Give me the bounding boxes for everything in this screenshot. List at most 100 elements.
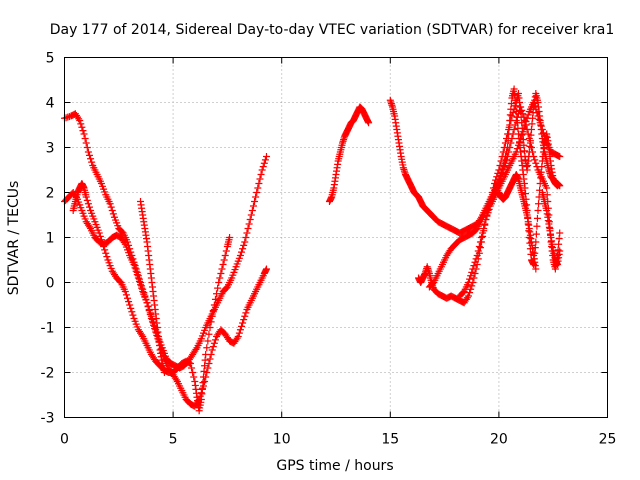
data-point — [240, 316, 248, 324]
data-point — [204, 337, 212, 345]
series-track-4 — [137, 198, 168, 376]
data-point — [509, 109, 517, 117]
data-point — [503, 156, 511, 164]
data-point — [95, 229, 103, 237]
data-point — [238, 248, 246, 256]
data-point — [100, 243, 108, 250]
data-point — [485, 205, 493, 213]
data-point — [472, 255, 480, 263]
data-point — [513, 113, 521, 121]
data-point — [535, 115, 543, 123]
data-point — [512, 148, 520, 156]
x-tick-label: 15 — [381, 432, 399, 448]
data-point — [473, 252, 481, 259]
plot-frame — [64, 57, 608, 418]
data-point — [470, 262, 478, 270]
data-point — [533, 163, 541, 171]
data-point — [210, 301, 218, 309]
data-point — [246, 216, 254, 223]
data-point — [468, 282, 476, 290]
data-point — [484, 209, 492, 217]
series-track-9 — [456, 99, 564, 300]
data-point — [500, 163, 508, 171]
data-point — [239, 245, 247, 253]
data-point — [222, 247, 230, 255]
data-point — [510, 126, 518, 133]
data-point — [466, 289, 474, 297]
data-point — [82, 139, 90, 147]
data-points — [61, 85, 564, 415]
data-point — [517, 103, 525, 111]
data-point — [80, 130, 88, 138]
data-point — [226, 234, 234, 241]
data-point — [496, 162, 504, 169]
y-tick-label: -1 — [41, 321, 55, 337]
data-point — [464, 292, 472, 300]
data-point — [520, 124, 528, 132]
data-point — [514, 141, 522, 149]
data-point — [520, 113, 528, 121]
data-point — [82, 193, 90, 201]
data-point — [533, 109, 541, 117]
data-point — [125, 298, 133, 306]
data-point — [120, 239, 128, 247]
data-point — [208, 346, 216, 354]
x-tick-label: 20 — [490, 432, 508, 448]
data-point — [527, 144, 535, 151]
data-point — [220, 256, 228, 264]
data-point — [236, 252, 244, 259]
data-point — [209, 343, 217, 351]
x-tick-label: 10 — [273, 432, 291, 448]
data-point — [81, 135, 89, 142]
data-point — [192, 345, 200, 353]
series-track-10 — [495, 171, 540, 273]
data-point — [256, 175, 264, 183]
data-point — [511, 121, 519, 129]
data-point — [233, 334, 241, 342]
data-point — [529, 148, 537, 156]
data-point — [525, 135, 533, 142]
data-point — [510, 105, 518, 113]
data-point — [190, 373, 198, 381]
data-point — [209, 307, 217, 315]
data-point — [243, 229, 251, 237]
data-point — [507, 139, 515, 147]
x-axis-label: GPS time / hours — [276, 458, 393, 474]
data-point — [532, 265, 540, 273]
data-point — [144, 303, 152, 311]
data-point — [102, 249, 110, 257]
data-point — [241, 312, 249, 320]
data-point — [516, 138, 524, 146]
data-point — [519, 110, 527, 118]
data-point — [532, 230, 540, 238]
data-point — [504, 153, 512, 160]
series-track-3 — [69, 180, 234, 415]
data-point — [519, 128, 527, 136]
data-point — [214, 284, 222, 292]
y-tick-label: 5 — [46, 51, 55, 67]
y-tick-label: 1 — [46, 231, 55, 247]
data-point — [131, 264, 139, 272]
data-point — [207, 318, 215, 326]
data-point — [109, 210, 117, 218]
data-point — [215, 279, 223, 286]
x-tick-label: 25 — [599, 432, 617, 448]
data-point — [554, 182, 562, 190]
data-point — [467, 272, 475, 280]
data-point — [123, 294, 131, 302]
data-point — [148, 318, 156, 326]
data-point — [242, 234, 250, 241]
data-point — [218, 265, 226, 273]
data-point — [556, 229, 564, 237]
data-point — [534, 112, 542, 120]
data-point — [76, 117, 84, 124]
data-point — [83, 196, 91, 204]
y-tick-label: -3 — [41, 411, 55, 427]
data-point — [526, 139, 534, 147]
data-point — [234, 333, 242, 340]
data-point — [262, 153, 270, 160]
data-point — [79, 127, 87, 135]
data-point — [88, 158, 96, 166]
data-point — [240, 241, 248, 249]
